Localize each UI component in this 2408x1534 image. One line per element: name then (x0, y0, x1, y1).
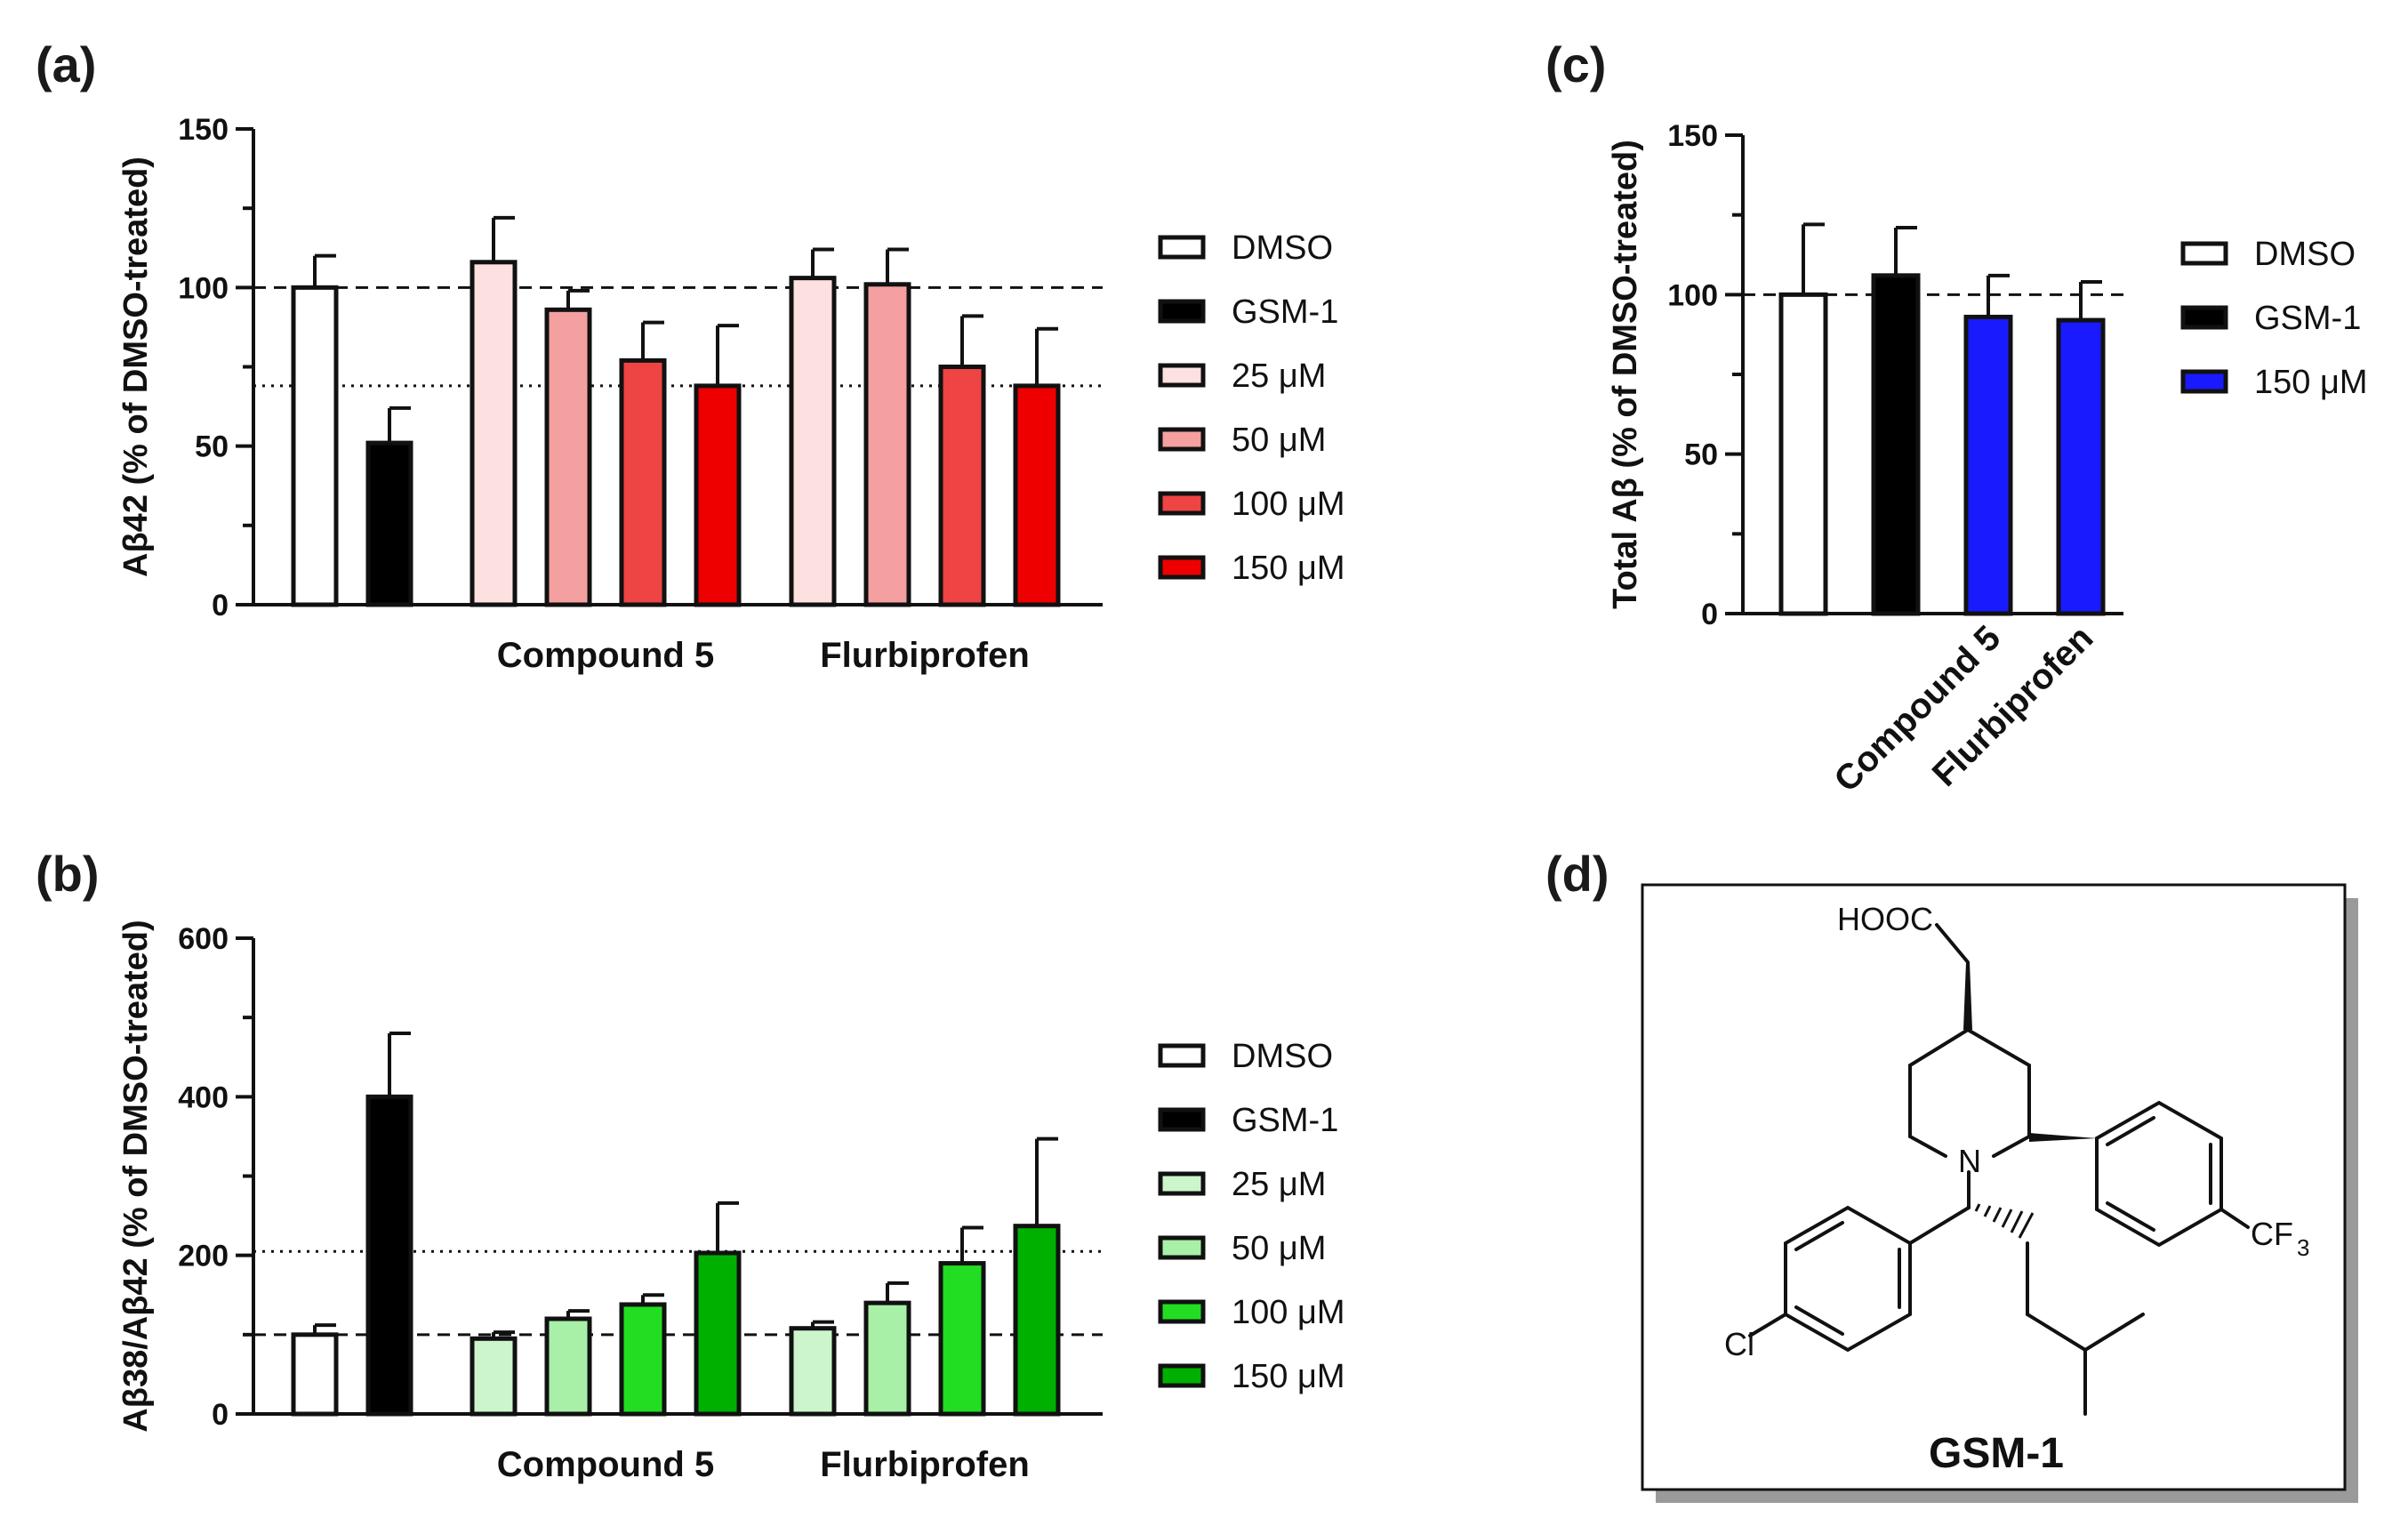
group-label: Flurbiprofen (820, 1445, 1030, 1484)
legend-swatch (1158, 491, 1206, 516)
bar (365, 440, 413, 607)
wedge-bond-ch2 (1963, 962, 1972, 1030)
legend-swatch (1158, 1363, 1206, 1388)
bar (619, 1302, 667, 1417)
y-tick-label: 400 (178, 1080, 229, 1114)
y-axis-label: Total Aβ (% of DMSO-treated) (1607, 140, 1644, 609)
category-label: Flurbiprofen (1925, 618, 2101, 794)
legend-label: GSM-1 (1232, 1102, 1338, 1139)
compound-name: GSM-1 (1929, 1430, 2064, 1477)
legend-label: 150 μM (2254, 364, 2368, 401)
legend-label: GSM-1 (1232, 293, 1338, 331)
bar (2056, 317, 2106, 616)
legend-swatch (2180, 369, 2228, 394)
y-tick-label: 0 (1701, 598, 1718, 631)
y-tick-label: 100 (1667, 278, 1718, 312)
gsm1-structure: HOOC N Cl CF 3 GSM-1 (1641, 883, 2358, 1503)
legend-swatch (1158, 363, 1206, 388)
legend-label: 25 μM (1232, 357, 1326, 395)
legend-label: 150 μM (1232, 550, 1345, 587)
wedge-bond-aryl (2029, 1133, 2097, 1142)
legend-swatch (1158, 1171, 1206, 1196)
group-label: Flurbiprofen (820, 636, 1030, 675)
panel-c-letter: (c) (1545, 36, 1607, 92)
y-tick-label: 50 (1684, 438, 1718, 472)
legend-label: DMSO (1232, 229, 1333, 267)
legend-swatch (1158, 235, 1206, 260)
legend-label: DMSO (1232, 1038, 1333, 1075)
atom-hooc: HOOC (1837, 901, 1933, 937)
y-tick-label: 50 (195, 430, 229, 464)
structure-box (1641, 883, 2347, 1491)
bar (938, 1261, 986, 1417)
legend-swatch (1158, 1107, 1206, 1132)
legend-swatch (1158, 1299, 1206, 1324)
legend-swatch (1158, 1235, 1206, 1260)
legend-label: 25 μM (1232, 1166, 1326, 1203)
bar (694, 1250, 742, 1417)
legend-swatch (1158, 1043, 1206, 1068)
y-tick-label: 150 (1667, 119, 1718, 153)
legend-swatch (1158, 299, 1206, 324)
atom-n: N (1958, 1143, 1981, 1179)
bar (544, 307, 592, 607)
bar (619, 357, 667, 607)
legend-swatch (2180, 305, 2228, 330)
hashed-bond (1974, 1203, 2035, 1239)
bar (694, 383, 742, 607)
y-tick-label: 0 (212, 589, 229, 622)
bar (470, 260, 518, 607)
category-label: Compound 5 (1826, 618, 2008, 799)
y-tick-label: 150 (178, 113, 229, 147)
y-tick-label: 200 (178, 1240, 229, 1273)
legend-swatch (1158, 427, 1206, 452)
atom-cl: Cl (1724, 1326, 1754, 1362)
legend-label: 150 μM (1232, 1358, 1345, 1395)
chart-b: 0 200 400 600 Aβ38/Aβ42 (% of DMSO-treated) C… (117, 920, 1345, 1484)
legend-label: 50 μM (1232, 422, 1326, 459)
group-label: Compound 5 (497, 636, 714, 675)
chart-a: 0 50 100 150 Aβ42 (% of DMSO-treated) Compoun… (117, 113, 1345, 675)
bar (544, 1316, 592, 1417)
bar (1871, 273, 1921, 616)
y-tick-label: 0 (212, 1398, 229, 1432)
bar (789, 1326, 837, 1417)
y-tick-label: 100 (178, 271, 229, 305)
bar (863, 282, 911, 607)
structure-bonds (1748, 923, 2250, 1416)
group-label: Compound 5 (497, 1445, 714, 1484)
panel-a-letter: (a) (36, 36, 97, 92)
bar (291, 1332, 339, 1417)
panel-d-letter: (d) (1545, 846, 1609, 902)
bar (470, 1336, 518, 1417)
bar (365, 1094, 413, 1417)
bar (1963, 314, 2013, 616)
atom-cf3: CF (2251, 1216, 2293, 1252)
bar (1013, 1224, 1061, 1417)
legend-label: 100 μM (1232, 1294, 1345, 1331)
panel-b-letter: (b) (36, 846, 100, 902)
bar (1013, 383, 1061, 607)
bar (789, 276, 837, 607)
y-tick-label: 600 (178, 922, 229, 956)
legend-label: GSM-1 (2254, 300, 2361, 337)
atom-cf3-subscript: 3 (2297, 1234, 2309, 1261)
y-axis-label: Aβ38/Aβ42 (% of DMSO-treated) (117, 920, 155, 1432)
legend-label: DMSO (2254, 236, 2356, 273)
bar (291, 285, 339, 607)
bar (1778, 292, 1828, 616)
y-axis-label: Aβ42 (% of DMSO-treated) (117, 157, 155, 577)
legend-swatch (2180, 241, 2228, 266)
bar (938, 365, 986, 607)
legend-label: 50 μM (1232, 1230, 1326, 1267)
bar (863, 1300, 911, 1417)
legend-swatch (1158, 555, 1206, 580)
chart-c: 0 50 100 150 Total Aβ (% of DMSO-treated) Com… (1607, 119, 2368, 799)
legend-label: 100 μM (1232, 486, 1345, 523)
